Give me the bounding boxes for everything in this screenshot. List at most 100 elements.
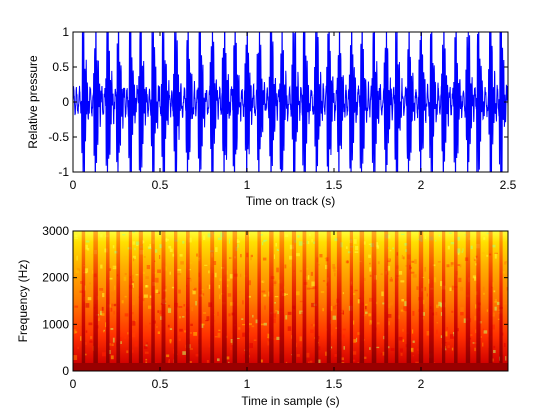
spectrogram-onset-band [173,231,178,371]
spectrogram-x-tick-label: 0.5 [152,377,169,391]
spectrogram-texture [352,320,355,325]
spectrogram-texture [114,250,118,254]
spectrogram-texture [492,244,496,248]
spectrogram-texture [449,287,452,291]
spectrogram-texture [169,328,173,330]
spectrogram-texture [144,285,149,288]
spectrogram-texture [433,277,437,283]
spectrogram-onset-band [302,231,307,371]
spectrogram-texture [357,332,361,335]
spectrogram-texture [131,274,134,279]
spectrogram-y-tick-label: 3000 [42,224,69,238]
waveform-x-tick-label: 1.5 [326,178,343,192]
spectrogram-texture [120,341,122,344]
spectrogram-texture [503,343,506,348]
spectrogram-texture [446,264,450,268]
spectrogram-texture [387,314,392,318]
spectrogram-texture [144,351,149,354]
spectrogram-texture [178,306,183,308]
waveform-y-tick-label: -1 [58,165,69,179]
spectrogram-texture [263,322,267,326]
spectrogram-texture [474,315,478,321]
spectrogram-texture [261,241,264,246]
spectrogram-texture [461,251,464,253]
spectrogram-texture [330,305,333,311]
spectrogram-texture [365,311,368,314]
spectrogram-texture [417,348,419,351]
spectrogram-texture [123,276,127,281]
spectrogram-texture [436,304,439,308]
spectrogram-texture [277,310,279,315]
spectrogram-texture [317,346,321,351]
spectrogram-texture [195,353,199,357]
spectrogram-texture [334,354,339,357]
spectrogram-texture [109,277,113,280]
spectrogram-texture [411,260,415,263]
spectrogram-texture [276,336,281,340]
spectrogram-texture [440,281,443,287]
spectrogram-texture [192,328,195,332]
spectrogram-texture [459,264,462,268]
spectrogram-texture [169,339,172,342]
spectrogram-texture [74,331,78,333]
spectrogram-texture [492,255,496,260]
spectrogram-texture [102,293,105,298]
spectrogram-texture [449,232,452,234]
spectrogram-texture [268,291,270,297]
spectrogram-texture [319,254,323,258]
spectrogram-texture [401,254,403,259]
spectrogram-texture [132,255,136,259]
spectrogram-texture [144,359,148,363]
spectrogram-texture [200,289,204,291]
spectrogram-texture [447,345,450,348]
spectrogram-texture [440,335,443,338]
spectrogram-texture [421,312,425,316]
spectrogram-texture [182,240,185,244]
spectrogram-texture [111,343,114,346]
spectrogram-texture [345,246,348,249]
spectrogram-texture [230,346,233,350]
spectrogram-onset-band [116,231,121,371]
spectrogram-x-axis-label: Time in sample (s) [241,394,339,408]
spectrogram-texture [342,328,346,331]
spectrogram-texture [132,300,136,305]
spectrogram-texture [276,267,279,273]
spectrogram-texture [289,244,294,250]
spectrogram-texture [495,259,498,262]
spectrogram-texture [318,264,320,266]
spectrogram-texture [505,261,507,263]
spectrogram-texture [263,240,266,243]
spectrogram-onset-band [161,231,166,371]
spectrogram-texture [108,268,111,271]
spectrogram-texture [284,264,287,269]
spectrogram-texture [388,321,390,326]
spectrogram-texture [492,282,494,288]
spectrogram-texture [353,339,356,343]
spectrogram-texture [363,241,366,245]
spectrogram-texture [144,325,148,328]
spectrogram-texture [490,324,495,330]
spectrogram-x-tick-label: 2 [418,377,425,391]
spectrogram-onset-band [429,231,434,371]
spectrogram-texture [424,235,427,239]
spectrogram-texture [325,264,328,270]
spectrogram-texture [149,244,151,249]
spectrogram-texture [460,311,464,316]
spectrogram-texture [255,254,257,259]
spectrogram-texture [462,248,464,252]
spectrogram-texture [230,333,233,338]
spectrogram-low-frequency-band [73,363,508,371]
spectrogram-texture [262,280,264,283]
spectrogram-texture [98,317,101,321]
spectrogram-texture [459,287,463,292]
spectrogram-texture [450,262,454,267]
spectrogram-texture [217,311,219,317]
spectrogram-texture [264,305,266,310]
spectrogram-texture [493,345,496,349]
spectrogram-texture [184,330,186,333]
spectrogram-texture [285,293,288,295]
spectrogram-texture [228,361,230,364]
spectrogram-texture [230,256,235,260]
spectrogram-texture [132,241,136,245]
